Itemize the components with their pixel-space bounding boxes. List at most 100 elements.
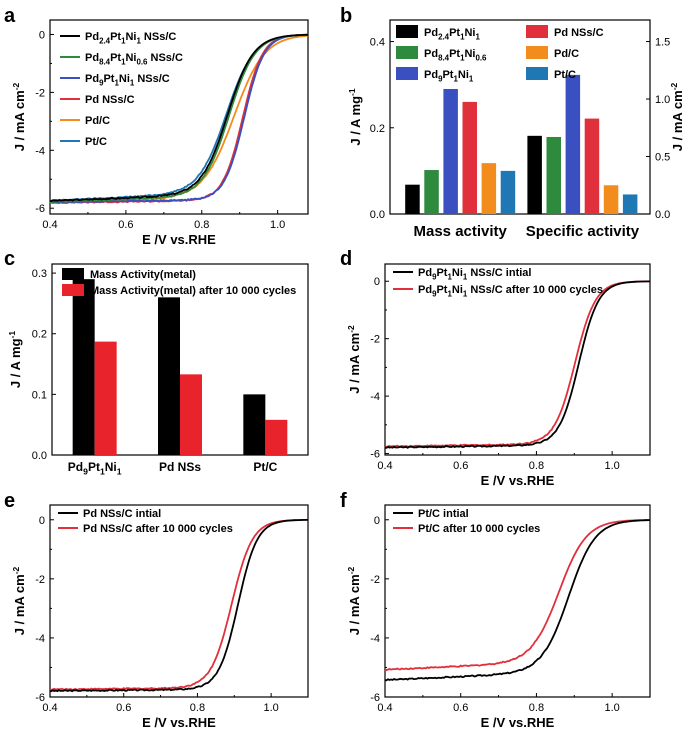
panel-a-y-axis-label: J / mA cm-2 [11, 82, 27, 151]
panel-c-y-tick-label: 0.0 [32, 450, 47, 462]
panel-b-bar [546, 136, 561, 214]
panel-c-bar [72, 279, 95, 455]
panel-b-legend-swatch [526, 67, 548, 80]
panel-e-x-tick-label: 0.4 [42, 702, 57, 714]
panel-f-legend-entry: Pt/C after 10 000 cycles [418, 523, 540, 535]
panel-f-y-tick-label: -2 [370, 574, 380, 586]
panel-f-frame [384, 504, 651, 698]
panel-d-x-tick-label: 0.6 [453, 460, 468, 472]
panel-a-frame [49, 19, 309, 215]
panel-e-y-tick-label: -6 [35, 692, 45, 704]
panel-f-x-tick-label: 0.8 [529, 702, 544, 714]
panel-f-x-tick-label: 1.0 [604, 702, 619, 714]
panel-a-y-tick-label: 0 [39, 29, 45, 41]
panel-e-series-line [49, 519, 308, 691]
panel-e-frame [49, 504, 309, 698]
panel-e-y-axis-label: J / mA cm-2 [11, 566, 27, 635]
panel-f-series-line [384, 519, 650, 682]
panel-c-category-label: Pt/C [253, 460, 277, 474]
panel-b-bar [603, 185, 619, 214]
panel-a-legend-entry: Pd8.4Pt1Ni0.6 NSs/C [85, 52, 183, 66]
panel-b-y-tick-label: 0.4 [370, 37, 385, 49]
panel-a-series-line [49, 33, 308, 203]
panel-letter-d: d [340, 248, 352, 270]
panel-b-legend-entry: Pd8.4Pt1Ni0.6 [424, 48, 487, 62]
panel-a-x-axis-label: E /V vs.RHE [142, 232, 216, 247]
panel-b-y-right-tick-label: 0.5 [655, 152, 670, 164]
panel-d-series-line [384, 280, 650, 449]
panel-b-frame [389, 19, 651, 215]
panel-c-category-label: Pd9Pt1Ni1 [68, 460, 122, 477]
panel-b-legend-entry: Pd9Pt1Ni1 [424, 69, 474, 83]
panel-a-series-line [49, 33, 309, 204]
panel-b-legend-entry: Pd/C [554, 48, 579, 60]
panel-e-y-tick-label: 0 [39, 515, 45, 527]
panel-b-legend-entry: Pd2.4Pt1Ni1 [424, 27, 480, 41]
panel-c-legend-swatch [62, 268, 84, 280]
panel-b-legend-entry: Pd NSs/C [554, 27, 604, 39]
panel-f-y-tick-label: -4 [370, 633, 380, 645]
panel-b-category-label: Mass activity [414, 223, 508, 240]
panel-letter-a: a [4, 5, 16, 27]
panel-b-y-axis-label-right: J / mA cm-2 [669, 82, 685, 151]
panel-b-legend-swatch [396, 46, 418, 59]
panel-d-frame [384, 263, 651, 456]
panel-a-legend-entry: Pd/C [85, 115, 110, 127]
panel-b-bar [565, 74, 581, 215]
panel-a-legend-entry: Pd2.4Pt1Ni1 NSs/C [85, 31, 176, 45]
panel-b-bar [462, 101, 477, 214]
panel-d-y-axis-label: J / mA cm-2 [346, 325, 362, 394]
panel-c-legend-entry: Mass Activity(metal) [90, 269, 196, 281]
panel-c-category-label: Pd NSs [159, 460, 201, 474]
panel-a-x-tick-label: 0.8 [194, 219, 209, 231]
panel-b-bar [405, 184, 420, 214]
panel-c-bar [180, 374, 202, 455]
panel-d-legend-entry: Pd9Pt1Ni1 NSs/C after 10 000 cycles [418, 284, 603, 298]
panel-e-x-tick-label: 1.0 [263, 702, 278, 714]
panel-c-legend-entry: Mass Activity(metal) after 10 000 cycles [90, 285, 296, 297]
panel-d-x-tick-label: 1.0 [604, 460, 619, 472]
panel-a-y-tick-label: -4 [35, 145, 45, 157]
panel-b-bar [500, 170, 516, 214]
panel-c-y-tick-label: 0.2 [32, 329, 47, 341]
panel-e-x-tick-label: 0.8 [190, 702, 205, 714]
panel-b-y-axis-label: J / A mg-1 [347, 88, 363, 145]
panel-a-x-tick-label: 1.0 [270, 219, 285, 231]
panel-f-legend-entry: Pt/C intial [418, 508, 469, 520]
panel-b-y-right-tick-label: 0.0 [655, 209, 670, 221]
panel-a-legend-entry: Pd9Pt1Ni1 NSs/C [85, 73, 170, 87]
panel-b-legend-entry: Pt/C [554, 69, 576, 81]
panel-b-bar [443, 88, 458, 214]
panel-f-y-tick-label: -6 [370, 692, 380, 704]
panel-d-x-axis-label: E /V vs.RHE [481, 473, 555, 488]
panel-e-legend-entry: Pd NSs/C after 10 000 cycles [83, 523, 233, 535]
panel-e-y-tick-label: -2 [35, 574, 45, 586]
panel-e-x-tick-label: 0.6 [116, 702, 131, 714]
panel-c-y-tick-label: 0.1 [32, 389, 47, 401]
panel-b-y-tick-label: 0.0 [370, 209, 385, 221]
panel-c-y-tick-label: 0.3 [32, 268, 47, 280]
panel-f-x-tick-label: 0.4 [377, 702, 392, 714]
panel-a-x-tick-label: 0.4 [42, 219, 57, 231]
panel-f-x-tick-label: 0.6 [453, 702, 468, 714]
panel-b-bar [527, 135, 542, 214]
panel-b-y-right-tick-label: 1.5 [655, 37, 670, 49]
panel-d-y-tick-label: -2 [370, 334, 380, 346]
panel-c-y-axis-label: J / A mg-1 [7, 331, 23, 388]
panel-letter-e: e [4, 490, 15, 512]
panel-e-y-tick-label: -4 [35, 633, 45, 645]
panel-e-series-line [49, 519, 308, 693]
panel-b-bar [481, 163, 497, 214]
panel-c-bar [94, 341, 117, 455]
panel-b-legend-swatch [526, 46, 548, 59]
panel-a-y-tick-label: -6 [35, 203, 45, 215]
panel-b-category-label: Specific activity [526, 223, 640, 240]
panel-f-y-tick-label: 0 [374, 515, 380, 527]
panel-b-y-right-tick-label: 1.0 [655, 94, 670, 106]
panel-b-legend-swatch [526, 25, 548, 38]
panel-a-legend-entry: Pt/C [85, 136, 107, 148]
panel-d-y-tick-label: -4 [370, 391, 380, 403]
panel-d-series-line [384, 280, 651, 448]
panel-d-y-tick-label: -6 [370, 449, 380, 461]
